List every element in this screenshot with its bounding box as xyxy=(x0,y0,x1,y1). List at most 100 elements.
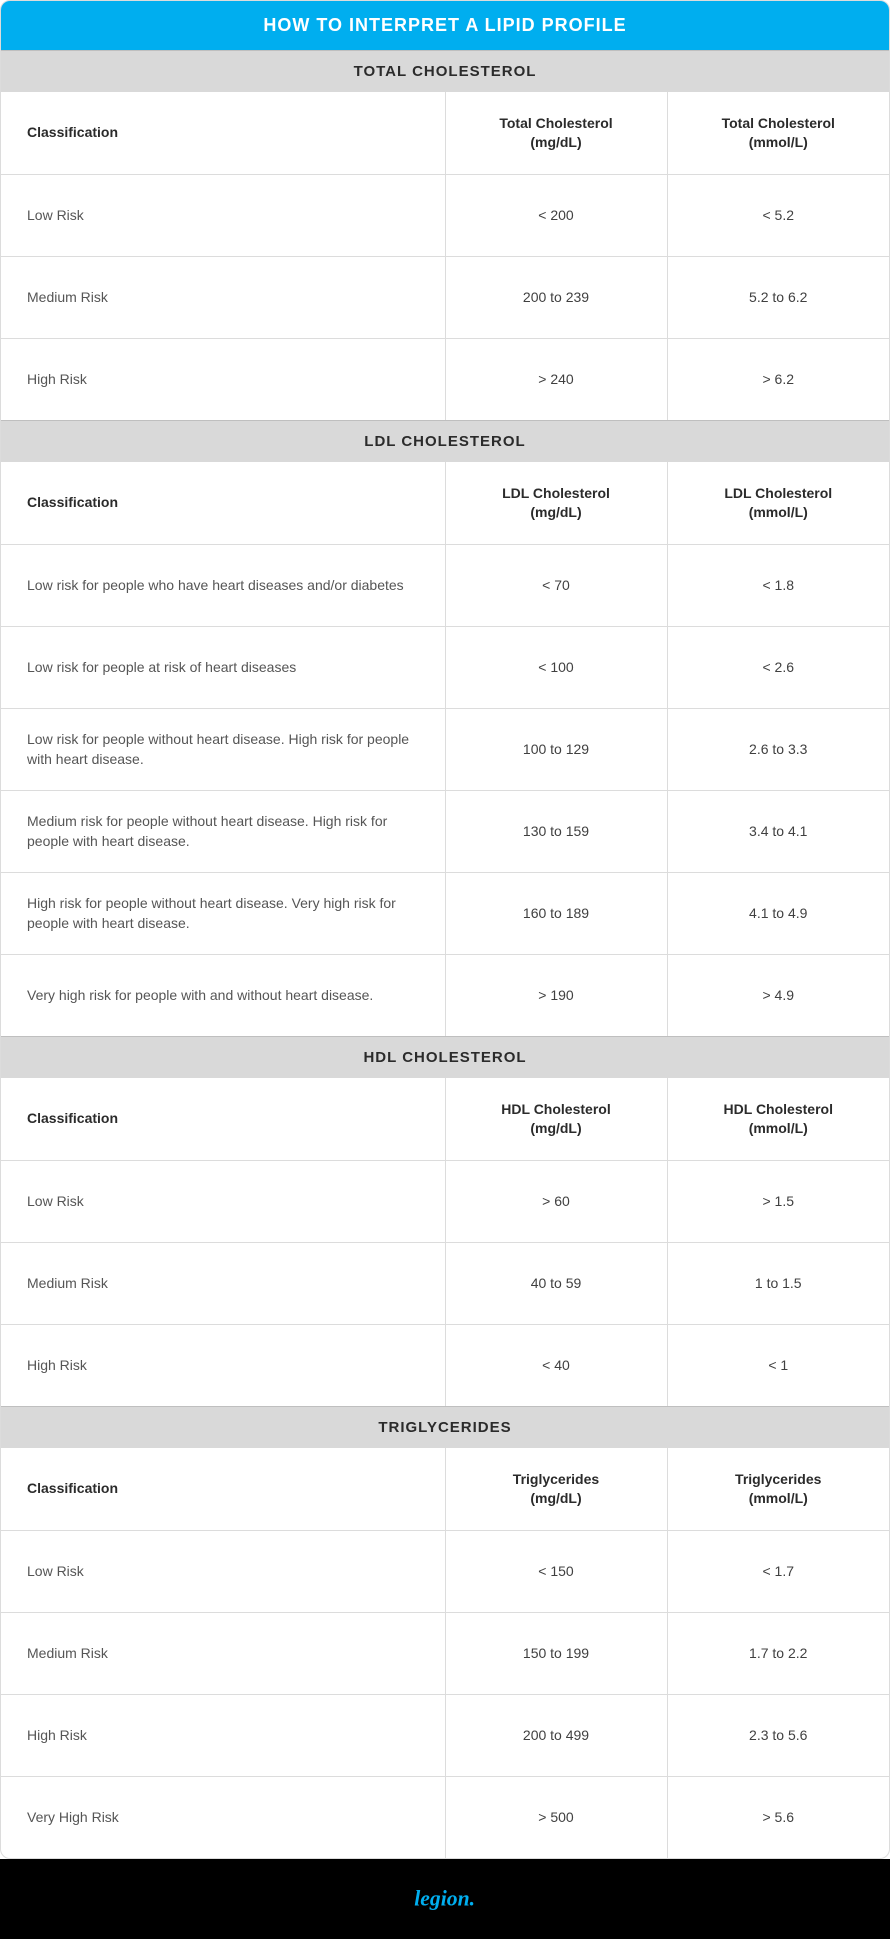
value-cell: 2.3 to 5.6 xyxy=(667,1694,889,1776)
value-cell: > 60 xyxy=(445,1160,667,1242)
value-cell: 200 to 239 xyxy=(445,256,667,338)
value-cell: > 6.2 xyxy=(667,338,889,420)
sections-container: TOTAL CHOLESTEROL Classification Total Cho… xyxy=(1,50,889,1858)
column-header-unit: (mmol/L) xyxy=(694,1489,864,1508)
column-header-label: Classification xyxy=(27,1109,419,1128)
column-header: Classification xyxy=(1,462,445,544)
table-header-row: ClassificationTriglycerides(mg/dL)Trigly… xyxy=(1,1448,889,1530)
column-header-unit: (mg/dL) xyxy=(472,1489,641,1508)
value-cell: 40 to 59 xyxy=(445,1242,667,1324)
data-table: ClassificationTriglycerides(mg/dL)Trigly… xyxy=(1,1448,889,1858)
value-cell: > 240 xyxy=(445,338,667,420)
value-cell: < 5.2 xyxy=(667,174,889,256)
value-cell: 150 to 199 xyxy=(445,1612,667,1694)
column-header-label: Total Cholesterol xyxy=(694,114,864,133)
classification-cell: Very high risk for people with and witho… xyxy=(1,954,445,1036)
column-header-unit: (mg/dL) xyxy=(472,503,641,522)
table-row: Low Risk< 150< 1.7 xyxy=(1,1530,889,1612)
footer: legion. xyxy=(0,1859,890,1939)
value-cell: 1 to 1.5 xyxy=(667,1242,889,1324)
data-table: ClassificationLDL Cholesterol(mg/dL)LDL … xyxy=(1,462,889,1036)
value-cell: < 1 xyxy=(667,1324,889,1406)
column-header-label: HDL Cholesterol xyxy=(694,1100,864,1119)
value-cell: < 200 xyxy=(445,174,667,256)
classification-cell: Medium Risk xyxy=(1,256,445,338)
table-row: High Risk> 240> 6.2 xyxy=(1,338,889,420)
table-row: Low Risk< 200< 5.2 xyxy=(1,174,889,256)
table-row: High Risk< 40< 1 xyxy=(1,1324,889,1406)
column-header: HDL Cholesterol(mmol/L) xyxy=(667,1078,889,1160)
table-header-row: ClassificationLDL Cholesterol(mg/dL)LDL … xyxy=(1,462,889,544)
column-header: Classification xyxy=(1,1448,445,1530)
classification-cell: Low Risk xyxy=(1,1530,445,1612)
column-header-label: HDL Cholesterol xyxy=(472,1100,641,1119)
classification-cell: Low Risk xyxy=(1,174,445,256)
lipid-profile-card: HOW TO INTERPRET A LIPID PROFILE TOTAL C… xyxy=(0,0,890,1859)
value-cell: < 150 xyxy=(445,1530,667,1612)
classification-cell: Low risk for people at risk of heart dis… xyxy=(1,626,445,708)
column-header: Total Cholesterol(mmol/L) xyxy=(667,92,889,174)
column-header-label: LDL Cholesterol xyxy=(694,484,864,503)
classification-cell: Low Risk xyxy=(1,1160,445,1242)
column-header-label: Classification xyxy=(27,493,419,512)
value-cell: > 190 xyxy=(445,954,667,1036)
section-header: TOTAL CHOLESTEROL xyxy=(1,50,889,92)
column-header-label: LDL Cholesterol xyxy=(472,484,641,503)
classification-cell: Low risk for people without heart diseas… xyxy=(1,708,445,790)
classification-cell: Low risk for people who have heart disea… xyxy=(1,544,445,626)
table-row: Medium Risk200 to 2395.2 to 6.2 xyxy=(1,256,889,338)
section-header: HDL CHOLESTEROL xyxy=(1,1036,889,1078)
column-header: HDL Cholesterol(mg/dL) xyxy=(445,1078,667,1160)
value-cell: 3.4 to 4.1 xyxy=(667,790,889,872)
page-title: HOW TO INTERPRET A LIPID PROFILE xyxy=(1,1,889,50)
brand-text: legion. xyxy=(415,1887,476,1911)
column-header: Total Cholesterol(mg/dL) xyxy=(445,92,667,174)
value-cell: < 100 xyxy=(445,626,667,708)
classification-cell: High risk for people without heart disea… xyxy=(1,872,445,954)
column-header-unit: (mmol/L) xyxy=(694,133,864,152)
table-row: Very High Risk> 500> 5.6 xyxy=(1,1776,889,1858)
column-header: LDL Cholesterol(mg/dL) xyxy=(445,462,667,544)
classification-cell: Medium Risk xyxy=(1,1242,445,1324)
data-table: ClassificationHDL Cholesterol(mg/dL)HDL … xyxy=(1,1078,889,1406)
table-row: Medium Risk150 to 1991.7 to 2.2 xyxy=(1,1612,889,1694)
value-cell: > 1.5 xyxy=(667,1160,889,1242)
table-header-row: ClassificationHDL Cholesterol(mg/dL)HDL … xyxy=(1,1078,889,1160)
table-row: High risk for people without heart disea… xyxy=(1,872,889,954)
column-header-label: Classification xyxy=(27,1479,419,1498)
value-cell: 1.7 to 2.2 xyxy=(667,1612,889,1694)
table-row: Very high risk for people with and witho… xyxy=(1,954,889,1036)
value-cell: 2.6 to 3.3 xyxy=(667,708,889,790)
value-cell: > 500 xyxy=(445,1776,667,1858)
data-table: ClassificationTotal Cholesterol(mg/dL)To… xyxy=(1,92,889,420)
value-cell: < 70 xyxy=(445,544,667,626)
column-header-label: Triglycerides xyxy=(472,1470,641,1489)
column-header-unit: (mg/dL) xyxy=(472,1119,641,1138)
value-cell: 4.1 to 4.9 xyxy=(667,872,889,954)
column-header: Triglycerides(mg/dL) xyxy=(445,1448,667,1530)
classification-cell: High Risk xyxy=(1,1694,445,1776)
column-header-unit: (mg/dL) xyxy=(472,133,641,152)
classification-cell: Medium Risk xyxy=(1,1612,445,1694)
table-row: High Risk200 to 4992.3 to 5.6 xyxy=(1,1694,889,1776)
value-cell: < 40 xyxy=(445,1324,667,1406)
section-header: LDL CHOLESTEROL xyxy=(1,420,889,462)
table-row: Low risk for people who have heart disea… xyxy=(1,544,889,626)
table-row: Low risk for people at risk of heart dis… xyxy=(1,626,889,708)
column-header: Classification xyxy=(1,1078,445,1160)
classification-cell: Very High Risk xyxy=(1,1776,445,1858)
column-header-unit: (mmol/L) xyxy=(694,1119,864,1138)
value-cell: 5.2 to 6.2 xyxy=(667,256,889,338)
value-cell: < 1.8 xyxy=(667,544,889,626)
table-row: Low Risk> 60> 1.5 xyxy=(1,1160,889,1242)
column-header: Triglycerides(mmol/L) xyxy=(667,1448,889,1530)
classification-cell: High Risk xyxy=(1,338,445,420)
value-cell: < 1.7 xyxy=(667,1530,889,1612)
table-header-row: ClassificationTotal Cholesterol(mg/dL)To… xyxy=(1,92,889,174)
value-cell: > 5.6 xyxy=(667,1776,889,1858)
brand-logo: legion. xyxy=(378,1884,511,1914)
table-row: Medium risk for people without heart dis… xyxy=(1,790,889,872)
value-cell: 200 to 499 xyxy=(445,1694,667,1776)
value-cell: > 4.9 xyxy=(667,954,889,1036)
value-cell: 130 to 159 xyxy=(445,790,667,872)
